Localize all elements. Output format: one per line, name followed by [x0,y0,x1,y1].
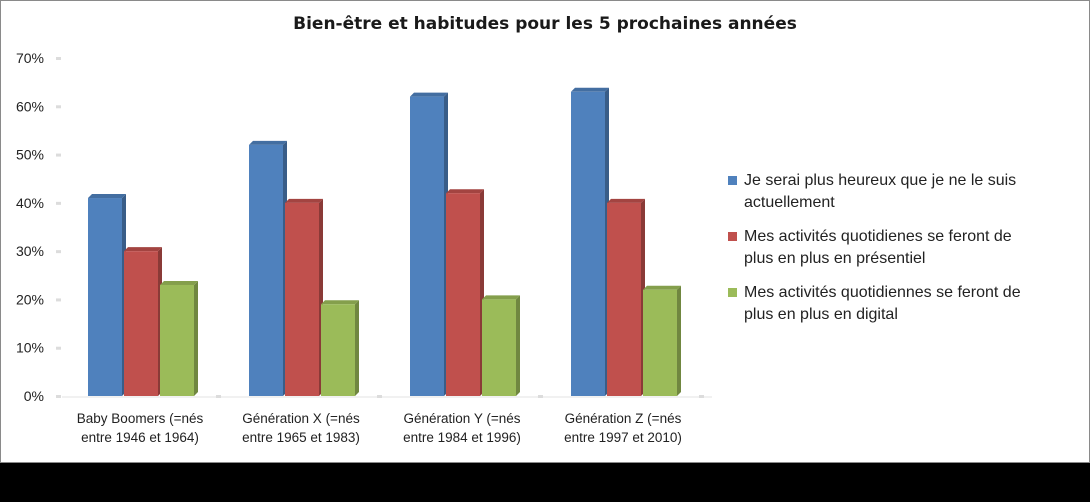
y-tick-label: 70% [16,50,44,66]
legend-text-line: Mes activités quotidiennes se feront de [744,284,1021,301]
bar-top [321,300,359,305]
bar-top [571,87,609,92]
bar [482,299,516,396]
bar [571,91,605,397]
bar-top [410,92,448,97]
bar-top [446,189,484,194]
bar [249,144,283,396]
x-category-label: entre 1997 et 2010) [564,430,682,445]
y-tick-label: 50% [16,147,44,163]
bar [607,202,641,396]
legend-swatch-green [728,288,737,297]
y-tick-mark [56,250,61,254]
x-category-label: Génération Y (=nés [404,411,521,426]
x-category-label: Génération X (=nés [242,411,360,426]
y-tick-label: 60% [16,98,44,114]
bar [285,202,319,396]
legend-text-line: Mes activités quotidienes se feront de [744,228,1012,245]
bar [160,284,194,396]
x-category-label: Baby Boomers (=nés [77,411,204,426]
y-tick-mark [56,153,61,157]
bar-side [516,295,520,396]
bar [410,96,444,396]
bar-top [88,194,126,199]
y-tick-mark [56,346,61,350]
bar-top [160,280,198,285]
x-tick-mark [377,395,382,398]
y-tick-mark [56,57,61,60]
legend-text-line: Je serai plus heureux que je ne le suis [744,172,1017,189]
bar-side [194,280,198,396]
legend-text-line: plus en plus en présentiel [744,250,926,267]
chart-title: Bien-être et habitudes pour les 5 procha… [293,14,797,34]
bar [446,193,480,396]
bar-top [482,295,520,300]
bar-side [677,285,681,396]
bar-top [643,285,681,290]
bar-top [285,198,323,203]
legend: Je serai plus heureux que je ne le suis … [728,170,1083,338]
y-tick-label: 10% [16,340,44,356]
legend-text-line: plus en plus en digital [744,306,898,323]
x-category-label: entre 1965 et 1983) [242,430,360,445]
legend-swatch-blue [728,176,737,185]
x-category-label: entre 1984 et 1996) [403,430,521,445]
y-tick-label: 0% [24,388,44,404]
legend-text-line: actuellement [744,194,835,211]
x-category-label: entre 1946 et 1964) [81,430,199,445]
y-tick-label: 30% [16,243,44,259]
bar [124,251,158,396]
legend-item-heureux: Je serai plus heureux que je ne le suis … [728,170,1083,214]
x-tick-mark [216,395,221,398]
plot-area: 0% 10% 20% 30% 40% 50% 60% 70% Baby Boomers (=né… [16,50,712,445]
y-tick-mark [56,298,61,302]
bar [88,198,122,396]
bar-top [249,140,287,145]
bar [643,289,677,396]
legend-item-digital: Mes activités quotidiennes se feront de … [728,282,1083,326]
x-tick-mark [538,395,543,398]
bar [321,304,355,396]
y-tick-mark [56,395,61,398]
y-tick-mark [56,105,61,109]
legend-swatch-red [728,232,737,241]
y-tick-label: 20% [16,291,44,307]
y-tick-label: 40% [16,195,44,211]
x-category-label: Génération Z (=nés [565,411,682,426]
bar-top [124,247,162,252]
bar-top [607,198,645,203]
y-tick-mark [56,201,61,205]
bottom-band [0,463,1090,502]
legend-item-presentiel: Mes activités quotidienes se feront de p… [728,226,1083,270]
x-tick-mark [699,395,704,398]
bar-side [355,300,359,396]
